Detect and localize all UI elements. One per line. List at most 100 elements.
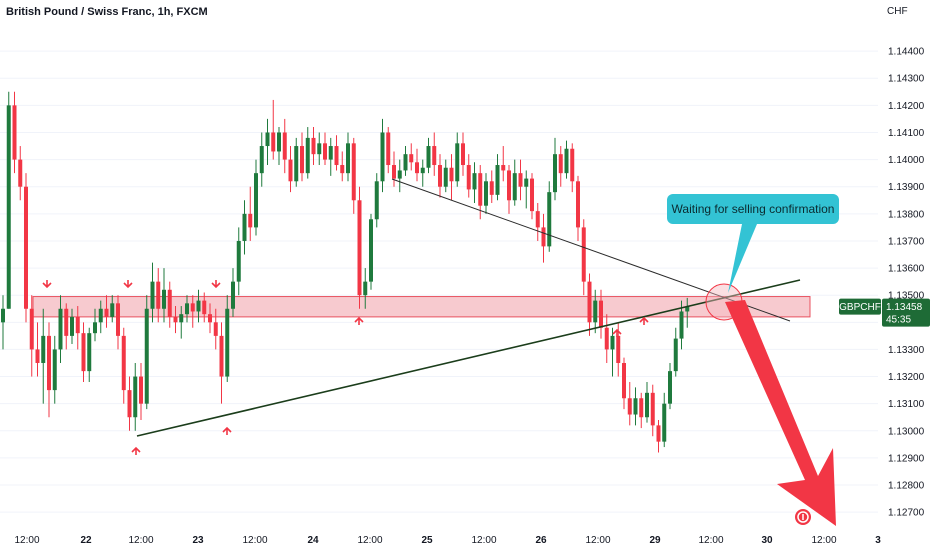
candle-body <box>294 146 299 182</box>
price-tag-box <box>882 298 930 327</box>
price-tick-label: 1.13300 <box>888 345 925 356</box>
candle-body <box>420 167 425 174</box>
arrow-down-icon <box>123 280 133 289</box>
candles-layer <box>1 91 690 453</box>
candle-body <box>489 181 494 195</box>
candle-body <box>87 333 92 372</box>
candle-body <box>403 154 408 171</box>
price-tick-label: 1.12800 <box>888 481 925 492</box>
price-tick-label: 1.13500 <box>888 291 925 302</box>
candle-body <box>633 398 638 415</box>
candle-body <box>173 316 178 323</box>
candle-body <box>144 308 149 404</box>
arrow-up-icon <box>131 446 141 455</box>
time-tick-label: 29 <box>649 535 661 546</box>
candle-body <box>127 390 132 418</box>
candle-body <box>311 137 316 155</box>
price-tick-label: 1.13600 <box>888 264 925 275</box>
time-tick-label: 12:00 <box>811 535 836 546</box>
time-tick-label: 3 <box>875 535 881 546</box>
markers-layer <box>42 280 649 455</box>
candle-body <box>512 173 517 201</box>
candle-body <box>150 281 155 309</box>
candle-body <box>466 165 471 190</box>
candle-body <box>645 392 649 418</box>
candle-body <box>208 314 212 323</box>
price-tag-value: 1.13458 <box>886 302 923 313</box>
resistance-zone <box>32 296 811 318</box>
candle-body <box>110 303 115 317</box>
candle-body <box>179 314 184 323</box>
candle-body <box>461 143 465 166</box>
candle-body <box>570 148 575 182</box>
candle-body <box>52 349 57 391</box>
symbol-tag-label: GBPCHF <box>839 302 881 313</box>
candle-body <box>1 308 5 323</box>
currency-label: CHF <box>887 6 908 17</box>
candle-body <box>495 165 500 195</box>
price-tick-label: 1.12700 <box>888 508 925 519</box>
candle-body <box>610 335 615 350</box>
tradingview-logo-icon <box>795 509 811 525</box>
candle-body <box>587 281 592 323</box>
chart-title: British Pound / Swiss Franc, 1h, FXCM <box>6 6 208 18</box>
candle-body <box>679 311 684 339</box>
candle-body <box>116 303 120 336</box>
time-tick-label: 12:00 <box>242 535 267 546</box>
candle-body <box>558 154 563 174</box>
candle-body <box>190 303 195 312</box>
candle-body <box>213 322 218 336</box>
candle-body <box>139 376 143 404</box>
candle-body <box>627 398 632 415</box>
price-tick-label: 1.14100 <box>888 128 925 139</box>
arrow-up-icon <box>612 328 622 337</box>
time-tick-label: 12:00 <box>128 535 153 546</box>
candle-body <box>121 335 126 391</box>
candle-body <box>564 148 569 174</box>
candle-body <box>449 167 454 182</box>
current-price-tag: GBPCHF 1.13458 45:35 <box>839 298 930 327</box>
candle-body <box>265 132 270 147</box>
candle-body <box>259 146 264 174</box>
candle-body <box>530 178 534 212</box>
annotation-layer: Waiting for selling confirmation <box>667 194 839 526</box>
resistance-zone-layer <box>32 296 811 318</box>
candle-body <box>397 170 402 179</box>
candle-body <box>236 240 241 282</box>
candle-body <box>271 132 276 152</box>
candle-body <box>98 308 103 323</box>
candle-body <box>242 213 247 241</box>
time-axis[interactable]: 12:00 22 12:00 23 12:00 24 12:00 25 12:00 26 12:00… <box>14 535 881 546</box>
candle-body <box>75 316 80 334</box>
candle-body <box>616 335 621 363</box>
time-tick-label: 12:00 <box>698 535 723 546</box>
candle-body <box>29 308 34 350</box>
arrow-down-icon <box>211 280 221 289</box>
candle-body <box>93 322 97 334</box>
price-tag-countdown: 45:35 <box>886 315 911 326</box>
candle-body <box>622 362 626 399</box>
candle-body <box>317 143 322 155</box>
price-tick-label: 1.13800 <box>888 209 925 220</box>
candle-body <box>340 165 345 174</box>
arrow-down-icon <box>42 280 52 289</box>
candle-body <box>24 186 28 309</box>
price-tick-label: 1.14400 <box>888 47 925 58</box>
price-axis[interactable]: 1.14400 1.14300 1.14200 1.14100 1.14000 1.139… <box>888 47 925 519</box>
price-tick-label: 1.13900 <box>888 182 925 193</box>
time-tick-label: 22 <box>80 535 92 546</box>
time-tick-label: 12:00 <box>14 535 39 546</box>
candle-body <box>374 181 379 220</box>
resistance-trendline <box>391 178 791 322</box>
candle-body <box>604 327 609 350</box>
price-tick-label: 1.13000 <box>888 426 925 437</box>
candle-body <box>41 335 46 363</box>
candle-body <box>346 143 350 174</box>
candle-body <box>104 308 109 317</box>
candle-body <box>300 146 304 174</box>
candle-body <box>6 105 11 309</box>
candle-body <box>599 300 603 328</box>
candle-body <box>35 349 40 363</box>
